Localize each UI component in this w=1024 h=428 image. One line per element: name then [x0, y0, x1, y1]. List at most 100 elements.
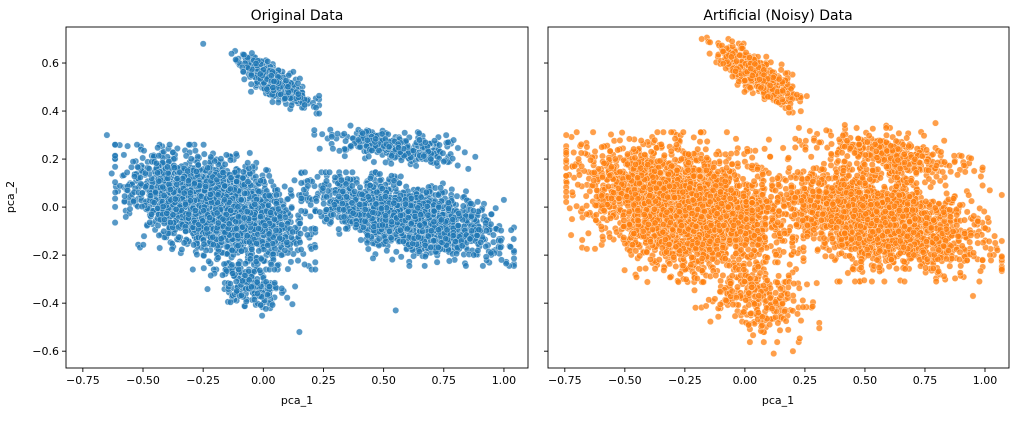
data-point [126, 205, 134, 213]
data-point [243, 208, 251, 216]
data-point [287, 186, 295, 194]
data-point [369, 254, 377, 262]
data-point [246, 149, 254, 157]
data-point [248, 245, 256, 253]
data-point [166, 219, 174, 226]
data-point [316, 208, 324, 216]
data-point [187, 155, 195, 163]
data-point [206, 190, 214, 198]
data-point [323, 193, 331, 201]
data-point [120, 151, 128, 159]
data-point [377, 205, 385, 213]
data-point [191, 147, 199, 155]
data-point [234, 203, 242, 211]
data-point [294, 90, 302, 98]
data-point [361, 217, 369, 225]
data-point [378, 221, 386, 229]
data-points [103, 40, 518, 336]
data-point [312, 104, 320, 112]
data-point [246, 255, 254, 263]
data-point [414, 233, 422, 241]
data-point [191, 207, 199, 214]
data-point [163, 209, 171, 217]
data-point [405, 262, 413, 270]
data-point [232, 150, 240, 158]
data-point [443, 226, 451, 234]
data-point [403, 225, 411, 233]
data-point [111, 203, 119, 211]
data-point [435, 203, 443, 211]
data-point [199, 217, 207, 225]
data-point [422, 188, 430, 196]
data-point [228, 50, 236, 58]
data-point [284, 83, 292, 91]
data-point [271, 215, 278, 223]
data-point [255, 188, 263, 196]
data-point [407, 194, 415, 202]
data-point [455, 209, 463, 217]
data-point [386, 227, 393, 235]
data-point [154, 144, 162, 152]
data-point [239, 174, 247, 182]
data-point [123, 168, 131, 176]
data-point [453, 250, 460, 258]
data-point [461, 148, 469, 156]
data-point [449, 232, 457, 240]
data-point [175, 233, 183, 241]
data-point [192, 168, 200, 176]
data-point [247, 80, 255, 88]
data-point [458, 242, 466, 250]
data-point [265, 172, 273, 180]
data-point [421, 253, 429, 260]
data-point [430, 237, 438, 245]
data-point [424, 211, 432, 219]
data-point [239, 68, 247, 76]
data-point [257, 213, 265, 221]
data-point [256, 70, 264, 78]
data-point [381, 193, 389, 201]
data-point [489, 231, 497, 239]
data-point [415, 248, 423, 256]
data-point [437, 216, 445, 224]
data-point [467, 212, 475, 220]
data-point [445, 205, 453, 213]
data-point [492, 204, 500, 212]
data-point [372, 200, 380, 208]
data-point [392, 248, 400, 256]
data-point [190, 180, 198, 188]
data-point [288, 204, 296, 212]
data-point [139, 241, 147, 249]
data-point [390, 177, 398, 185]
data-point [248, 49, 256, 57]
data-point [217, 235, 225, 243]
data-point [262, 166, 270, 174]
data-point [190, 241, 198, 249]
data-point [356, 183, 364, 191]
data-point [468, 227, 476, 235]
data-point [473, 232, 481, 239]
data-point [351, 188, 358, 195]
data-point [315, 92, 323, 100]
data-point [245, 238, 253, 246]
data-point [423, 202, 431, 210]
data-point [382, 237, 390, 245]
data-point [239, 223, 246, 231]
data-point [297, 246, 305, 254]
data-point [370, 158, 378, 166]
data-point [364, 193, 372, 201]
data-point [297, 207, 305, 215]
data-point [235, 213, 242, 221]
data-point [404, 207, 412, 215]
data-point [269, 250, 277, 258]
data-point [427, 243, 435, 251]
data-point [437, 184, 445, 192]
data-point [264, 241, 272, 249]
data-point [364, 245, 372, 253]
data-point [239, 168, 247, 176]
data-point [297, 179, 305, 187]
data-point [358, 191, 366, 198]
data-point [349, 209, 357, 217]
data-point [442, 235, 450, 243]
data-point [306, 212, 314, 220]
